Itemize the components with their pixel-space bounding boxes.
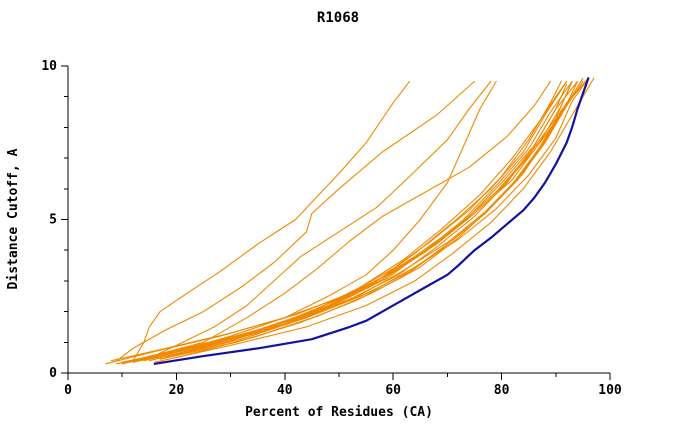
model-11 (132, 80, 573, 363)
x-tick-label: 80 (494, 383, 510, 398)
model-05 (110, 80, 562, 362)
y-tick-label: 5 (49, 213, 57, 228)
model-13 (143, 77, 584, 362)
y-axis-label: Distance Cutoff, A (6, 148, 21, 289)
model-06 (121, 80, 568, 363)
x-tick-label: 100 (598, 383, 622, 398)
model-outlier-2 (116, 80, 476, 362)
model-14 (127, 77, 589, 363)
model-20 (175, 77, 589, 359)
model-19 (121, 80, 551, 365)
model-17 (105, 80, 573, 365)
model-16 (154, 77, 595, 363)
x-tick-label: 60 (385, 383, 401, 398)
model-18 (137, 83, 568, 362)
model-09 (154, 80, 579, 360)
model-outlier-3 (143, 80, 492, 362)
best-model (153, 77, 590, 365)
model-08 (148, 80, 573, 362)
model-outlier-1 (132, 80, 411, 362)
x-tick-label: 20 (169, 383, 185, 398)
x-axis-label: Percent of Residues (CA) (245, 405, 433, 420)
model-07 (137, 80, 568, 362)
x-tick-label: 0 (64, 383, 72, 398)
y-tick-label: 0 (49, 366, 57, 381)
series-layer (105, 77, 595, 365)
y-tick-label: 10 (41, 59, 57, 74)
x-tick-label: 40 (277, 383, 293, 398)
axes-layer: 0 20 40 60 80 100 0 5 10 (41, 59, 622, 398)
chart-title: R1068 (317, 10, 359, 26)
